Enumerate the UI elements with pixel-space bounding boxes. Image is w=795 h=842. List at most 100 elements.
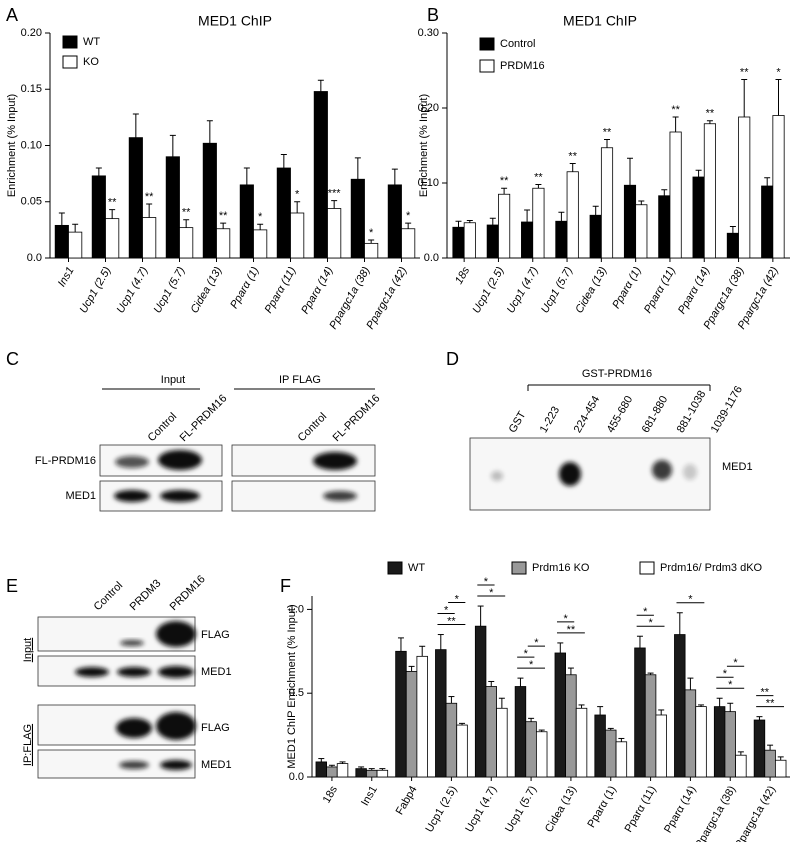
legend-swatch (511, 561, 527, 575)
bar (486, 224, 499, 259)
row-label: MED1 (65, 490, 96, 502)
bar (364, 242, 379, 259)
bar (555, 220, 568, 259)
band (652, 460, 672, 480)
lane-label: 1-223 (538, 405, 562, 435)
significance: ** (760, 687, 769, 699)
panel-label: A (6, 5, 18, 25)
bar (532, 187, 545, 259)
bar (634, 647, 646, 778)
bar (655, 714, 667, 778)
group-title: GST-PRDM16 (582, 368, 652, 380)
bar (635, 204, 648, 259)
x-tick-label: Pparα (1) (610, 265, 644, 311)
x-tick-label: Ucp1 (2.5) (470, 265, 506, 316)
bar (485, 686, 497, 778)
bar (535, 731, 548, 778)
band (160, 490, 200, 502)
x-tick-label: Pparα (11) (263, 265, 299, 316)
significance: ** (603, 126, 612, 138)
legend-label: Prdm16 KO (532, 562, 590, 574)
bar (105, 218, 120, 259)
x-tick-label: Pparα (11) (623, 784, 659, 835)
y-axis-label: Enrichment (% Input) (6, 94, 18, 197)
band (120, 640, 144, 646)
lane-label: 455-680 (605, 394, 636, 435)
band-label: MED1 (722, 461, 753, 473)
bar (521, 221, 534, 259)
significance: ** (567, 624, 576, 636)
blot-c: Input IP FLAG Control FL-PRDM16 Control … (35, 374, 383, 512)
bar (753, 719, 766, 778)
bar (445, 702, 458, 778)
band-label: MED1 (201, 759, 232, 771)
significance: * (688, 594, 693, 606)
bar (566, 171, 579, 259)
bar (735, 754, 747, 778)
bar (738, 116, 751, 259)
bar (355, 768, 367, 778)
lane-label: GST (507, 409, 529, 435)
x-tick-label: Pparα (1) (228, 265, 262, 311)
bar (376, 769, 389, 778)
bar (239, 184, 254, 259)
bar (416, 655, 428, 778)
significance: ** (534, 171, 543, 183)
bar (674, 634, 686, 778)
lane-label: Control (296, 411, 330, 445)
band (115, 456, 149, 468)
bar (452, 226, 465, 259)
bar (565, 674, 577, 778)
band (156, 712, 196, 740)
bar (350, 178, 365, 259)
significance: * (455, 593, 460, 605)
x-tick-label: Ins1 (359, 784, 380, 808)
significance: * (406, 210, 411, 222)
blot-d: GST-PRDM16 GST 1-223 224-454 455-680 681… (469, 368, 753, 511)
significance: ** (145, 191, 154, 203)
band (119, 761, 149, 769)
band (156, 621, 196, 647)
legend-label: Prdm16/ Prdm3 dKO (660, 562, 763, 574)
lane-label: 881-1038 (675, 389, 709, 435)
bar (695, 706, 707, 778)
lane-label: 1039-1176 (709, 384, 745, 435)
bar (774, 759, 787, 778)
bar (761, 185, 774, 259)
significance: ** (568, 150, 577, 162)
lane-label: Control (146, 411, 180, 445)
significance: ** (447, 615, 456, 627)
lane-label: FL-PRDM16 (331, 392, 383, 444)
significance: ** (219, 210, 228, 222)
band (160, 760, 192, 770)
bar (692, 176, 705, 259)
band (313, 452, 357, 470)
x-tick-label: Pparα (14) (676, 265, 713, 316)
bar (525, 721, 537, 778)
y-tick-label: 0.15 (21, 83, 42, 95)
band (491, 471, 503, 481)
bar (366, 769, 378, 778)
lane-label: 224-454 (572, 394, 603, 435)
bar (327, 208, 342, 259)
bar (658, 195, 671, 259)
x-tick-label: Ppargc1a (38) (693, 784, 738, 842)
band (116, 718, 152, 738)
panel-label: B (427, 5, 439, 25)
significance: ** (108, 197, 117, 209)
y-tick-label: 0.10 (21, 139, 42, 151)
bar (326, 766, 338, 778)
chart-title: MED1 ChIP (563, 13, 637, 29)
band (158, 450, 202, 470)
bar (498, 193, 511, 259)
significance: ** (706, 108, 715, 120)
significance: ** (740, 66, 749, 78)
significance: * (295, 189, 300, 201)
x-tick-label: Pparα (11) (642, 265, 678, 316)
legend-swatch (62, 35, 78, 49)
y-axis-label: Enrichment (% Input) (418, 94, 430, 197)
section-label: Input (22, 638, 34, 662)
x-tick-label: Pparα (14) (662, 784, 699, 835)
bar (165, 156, 180, 259)
